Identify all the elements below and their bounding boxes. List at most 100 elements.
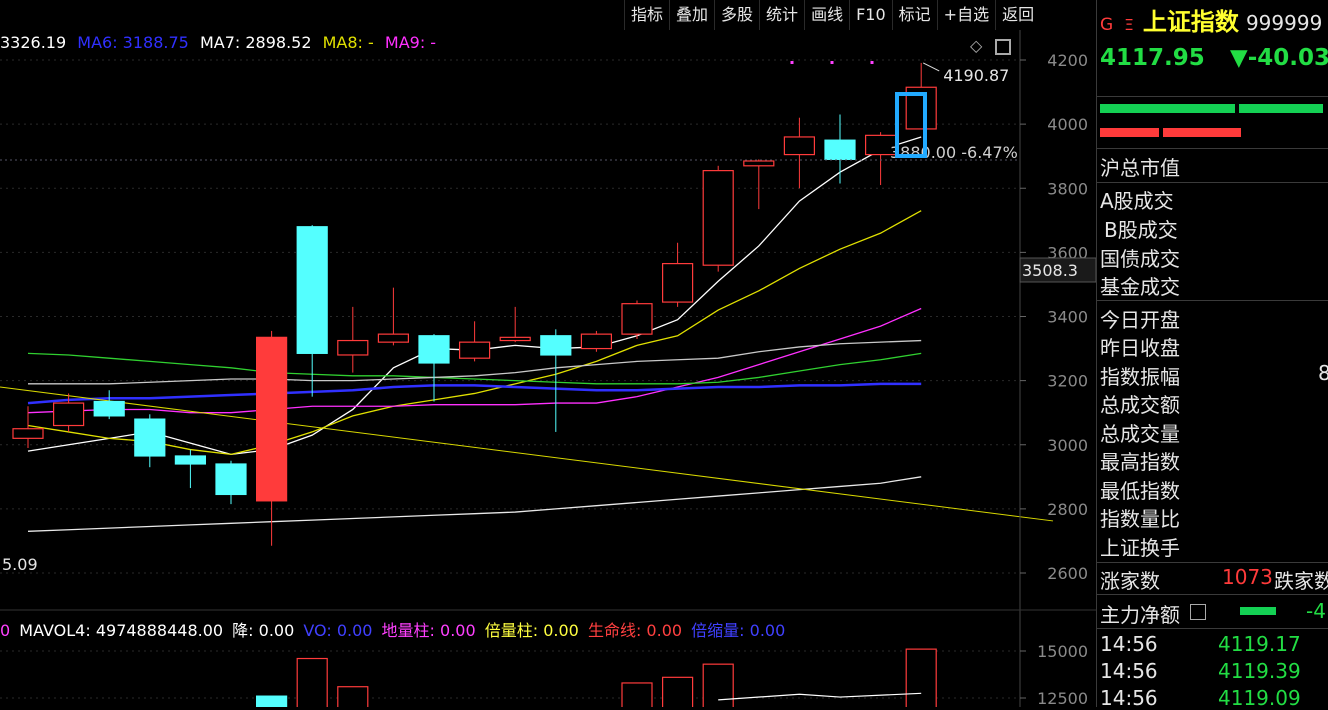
tick-price: 4119.39 — [1218, 659, 1301, 683]
turnover-label: B股成交 — [1104, 218, 1178, 242]
toolbar-f10-button[interactable]: F10 — [849, 0, 892, 30]
divider — [1097, 96, 1328, 97]
candle-body — [134, 418, 166, 457]
main-net-value: -4 — [1306, 599, 1326, 623]
toolbar-draw-button[interactable]: 画线 — [804, 0, 849, 30]
candle-body — [499, 336, 531, 342]
vol-legend-item: 地量柱: 0.00 — [381, 621, 476, 640]
candle-body — [661, 262, 694, 303]
toolbar-indicator-button[interactable]: 指标 — [624, 0, 669, 30]
selection-box — [895, 92, 927, 158]
ma-line — [27, 476, 922, 532]
vol-y-tick-label: 12500 — [1037, 689, 1088, 707]
divider — [1097, 628, 1328, 629]
vol-legend-item: MAVOL4: 4974888448.00 — [19, 621, 224, 640]
strength-bar-green — [1239, 104, 1323, 113]
toolbar-add-watchlist-button[interactable]: +自选 — [936, 0, 995, 30]
chart-toolbar: 指标 叠加 多股 统计 画线 F10 标记 +自选 返回 — [624, 0, 1041, 30]
volume-bar — [256, 695, 288, 707]
vol-legend-item: 生命线: 0.00 — [587, 621, 683, 640]
stat-label: 总成交额 — [1100, 393, 1180, 417]
tick-price: 4119.17 — [1218, 632, 1301, 656]
ma-line — [27, 382, 922, 405]
moving-average-lines — [0, 136, 1054, 532]
signal-dot — [830, 61, 834, 64]
y-tick-label: 2600 — [1047, 564, 1088, 583]
index-change: ▼-40.03 — [1230, 45, 1328, 71]
candle-body — [580, 333, 613, 350]
candle-body — [337, 339, 369, 356]
y-tick-label: 3000 — [1047, 436, 1088, 455]
vol-legend-item: 倍量柱: 0.00 — [484, 621, 579, 640]
candle-body — [174, 455, 206, 465]
vol-legend-item: VO: 0.00 — [303, 621, 373, 640]
stat-label: 指数量比 — [1100, 507, 1180, 531]
candle-body — [256, 336, 288, 502]
candle-body — [459, 341, 491, 359]
main-net-label: 主力净额 — [1100, 603, 1180, 627]
panel-toggle-icon[interactable] — [995, 38, 1012, 55]
low-label: 5.09 — [2, 555, 38, 574]
candle-body — [296, 226, 328, 354]
stat-label: 总成交量 — [1100, 422, 1180, 446]
quote-header: G Ξ 上证指数 999999 — [1100, 2, 1322, 37]
candle-body — [12, 428, 44, 439]
signal-dot — [790, 61, 794, 64]
ma-legend-item: MA9: - — [384, 33, 437, 52]
ma-line — [27, 307, 922, 414]
toolbar-multi-stock-button[interactable]: 多股 — [714, 0, 759, 30]
tick-time: 14:56 — [1100, 686, 1158, 710]
divider — [1097, 182, 1328, 183]
main-net-bar — [1240, 607, 1276, 615]
buy-sell-strength-bars — [1100, 104, 1328, 144]
trend-line — [0, 386, 1054, 522]
toolbar-mark-button[interactable]: 标记 — [891, 0, 937, 30]
menu-icon[interactable]: Ξ — [1124, 16, 1134, 34]
y-tick-label: 2800 — [1047, 500, 1088, 519]
diamond-icon[interactable]: ◇ — [970, 36, 983, 55]
toolbar-overlay-button[interactable]: 叠加 — [669, 0, 714, 30]
crosshair-price: 3508.3 — [1022, 261, 1078, 280]
candle-body — [93, 400, 125, 417]
volume-bar — [296, 657, 328, 707]
ma-legend-item: 3326.19 — [0, 33, 67, 52]
tick-time: 14:56 — [1100, 659, 1158, 683]
index-price: 4117.95 — [1100, 45, 1205, 71]
y-tick-label: 3200 — [1047, 372, 1088, 391]
stat-label: 最高指数 — [1100, 450, 1180, 474]
vol-legend-item: 0 — [0, 621, 11, 640]
up-count: 1073 — [1222, 565, 1273, 589]
chart-icons: ◇ — [970, 36, 1012, 55]
toolbar-stats-button[interactable]: 统计 — [759, 0, 804, 30]
list-icon[interactable] — [1190, 604, 1206, 620]
index-name: 上证指数 — [1142, 8, 1239, 36]
volume-bar — [621, 682, 653, 707]
vol-y-tick-label: 15000 — [1037, 642, 1088, 661]
quote-panel — [1096, 0, 1328, 707]
pct-label: 3880.00 -6.47% — [890, 143, 1018, 162]
stat-label: 指数振幅 — [1100, 365, 1180, 389]
market-cap-label: 沪总市值 — [1100, 156, 1180, 180]
candle-body — [377, 333, 409, 343]
ma-line — [28, 339, 922, 385]
stat-value-partial: 8 — [1318, 361, 1328, 385]
high-label: 4190.87 — [943, 66, 1009, 85]
candle-body — [418, 335, 450, 364]
candle-body — [702, 170, 734, 266]
candle-body — [743, 160, 775, 167]
volume-bar — [661, 676, 694, 707]
ma-legend-item: MA8: - — [322, 33, 374, 52]
y-tick-label: 3800 — [1047, 179, 1088, 198]
candle-body — [540, 335, 572, 356]
ma-line — [27, 210, 922, 456]
tick-time: 14:56 — [1100, 632, 1158, 656]
strength-bar-red — [1163, 128, 1241, 137]
volume-bar — [337, 686, 369, 707]
toolbar-back-button[interactable]: 返回 — [995, 0, 1040, 30]
turnover-label: 基金成交 — [1100, 275, 1180, 299]
stat-label: 今日开盘 — [1100, 308, 1180, 332]
vol-legend-item: 降: 0.00 — [232, 621, 295, 640]
strength-bar-green — [1100, 104, 1235, 113]
candlesticks[interactable] — [12, 62, 937, 546]
